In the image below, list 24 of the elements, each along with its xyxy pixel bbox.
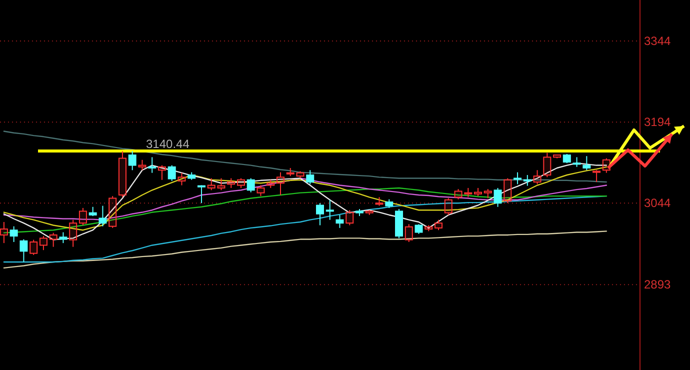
y-tick-label: 3044 [644,196,672,210]
candlestick [256,184,265,197]
candlestick [158,164,166,180]
candlestick [178,172,186,186]
candlestick [138,159,146,171]
y-tick-label: 3344 [644,34,672,48]
ref-line-label: 3140.44 [146,137,190,152]
candlestick [336,214,344,228]
candlestick [227,178,236,188]
candlestick [276,172,284,196]
candlestick [326,199,334,220]
candlestick [375,196,384,206]
candlestick [236,178,245,188]
y-tick-label: 3194 [644,114,672,129]
candlestick [523,174,532,186]
candlestick [592,170,601,183]
y-tick-label: 2893 [644,277,672,292]
candlestick [98,205,107,227]
candlestick [0,222,8,244]
candlestick [464,187,472,198]
candlestick [266,179,275,188]
candlestick [148,156,156,174]
candlestick [69,219,78,248]
candlestick [572,156,581,168]
